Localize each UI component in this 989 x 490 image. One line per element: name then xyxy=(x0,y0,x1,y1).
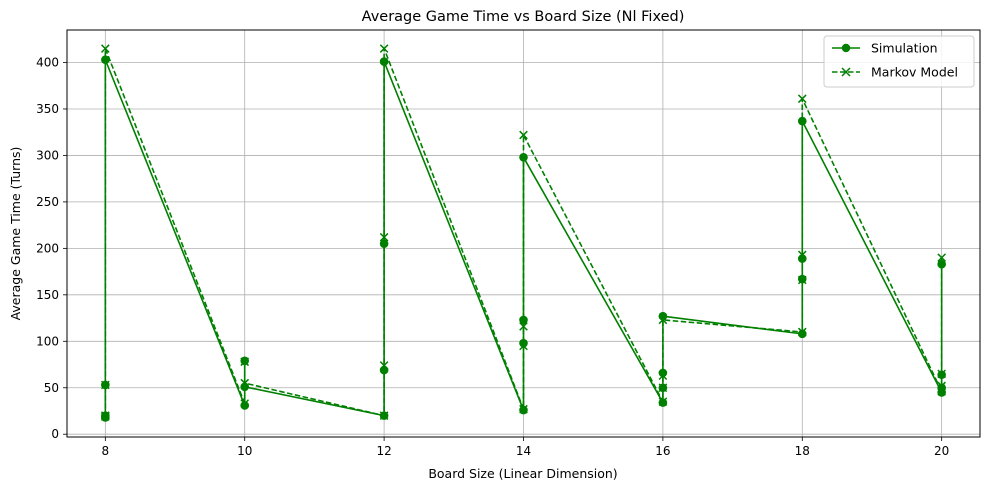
series-layer xyxy=(101,44,946,422)
legend-box xyxy=(823,35,975,88)
y-tick-label: 150 xyxy=(36,288,59,302)
chart-title: Average Game Time vs Board Size (Nl Fixe… xyxy=(362,9,685,25)
simulation-point xyxy=(240,382,250,392)
y-tick-label: 300 xyxy=(36,148,59,162)
simulation-point xyxy=(379,411,389,420)
simulation-point xyxy=(658,311,668,321)
x-tick-label: 20 xyxy=(934,444,949,458)
simulation-point xyxy=(797,254,807,263)
legend-entry-markov-model: Markov Model xyxy=(832,65,958,80)
simulation-point xyxy=(937,370,946,380)
x-tick-label: 8 xyxy=(102,444,110,458)
legend-markov-marker xyxy=(841,67,851,77)
simulation-point xyxy=(937,383,946,393)
y-axis-label: Average Game Time (Turns) xyxy=(8,147,23,321)
legend-simulation-label: Simulation xyxy=(871,41,938,56)
y-tick-label: 200 xyxy=(36,241,59,255)
legend-entry-simulation: Simulation xyxy=(832,41,938,56)
y-tick-label: 350 xyxy=(36,102,59,116)
simulation-point xyxy=(519,405,528,415)
markov-model-point xyxy=(937,253,946,262)
x-tick-label: 10 xyxy=(237,444,252,458)
x-tick-label: 12 xyxy=(376,444,391,458)
simulation-point xyxy=(379,365,389,375)
y-tick-label: 250 xyxy=(36,195,59,209)
simulation-point xyxy=(797,116,807,126)
markov-model-point xyxy=(101,44,110,53)
markov-model-point xyxy=(797,94,807,104)
legend-markov-label: Markov Model xyxy=(871,65,958,80)
x-tick-label: 18 xyxy=(795,444,810,458)
y-tick-label: 400 xyxy=(36,56,59,70)
markov-model-point xyxy=(519,130,528,140)
legend: Simulation Markov Model xyxy=(823,35,975,88)
simulation-point xyxy=(937,259,946,269)
simulation-point xyxy=(240,356,250,366)
y-tick-label: 0 xyxy=(51,427,59,441)
simulation-point xyxy=(658,383,668,393)
simulation-point xyxy=(519,315,528,325)
simulation-point xyxy=(797,274,807,284)
simulation-point xyxy=(101,413,110,422)
simulation-point xyxy=(658,368,668,378)
x-tick-label: 16 xyxy=(655,444,670,458)
simulation-point xyxy=(519,153,528,162)
simulation-point xyxy=(379,57,389,66)
series-simulation xyxy=(101,55,946,422)
simulation-point xyxy=(101,55,110,65)
x-axis-label: Board Size (Linear Dimension) xyxy=(428,466,617,481)
simulation-point xyxy=(240,401,250,410)
simulation-point xyxy=(379,239,389,249)
x-tick-label: 14 xyxy=(516,444,531,458)
markov-model-point xyxy=(379,44,389,53)
simulation-point xyxy=(797,329,807,339)
y-tick-label: 100 xyxy=(36,334,59,348)
legend-simulation-marker xyxy=(841,43,851,53)
y-tick-label: 50 xyxy=(44,381,59,395)
simulation-point xyxy=(101,380,110,390)
simulation-point xyxy=(658,398,668,407)
simulation-point xyxy=(519,338,528,348)
